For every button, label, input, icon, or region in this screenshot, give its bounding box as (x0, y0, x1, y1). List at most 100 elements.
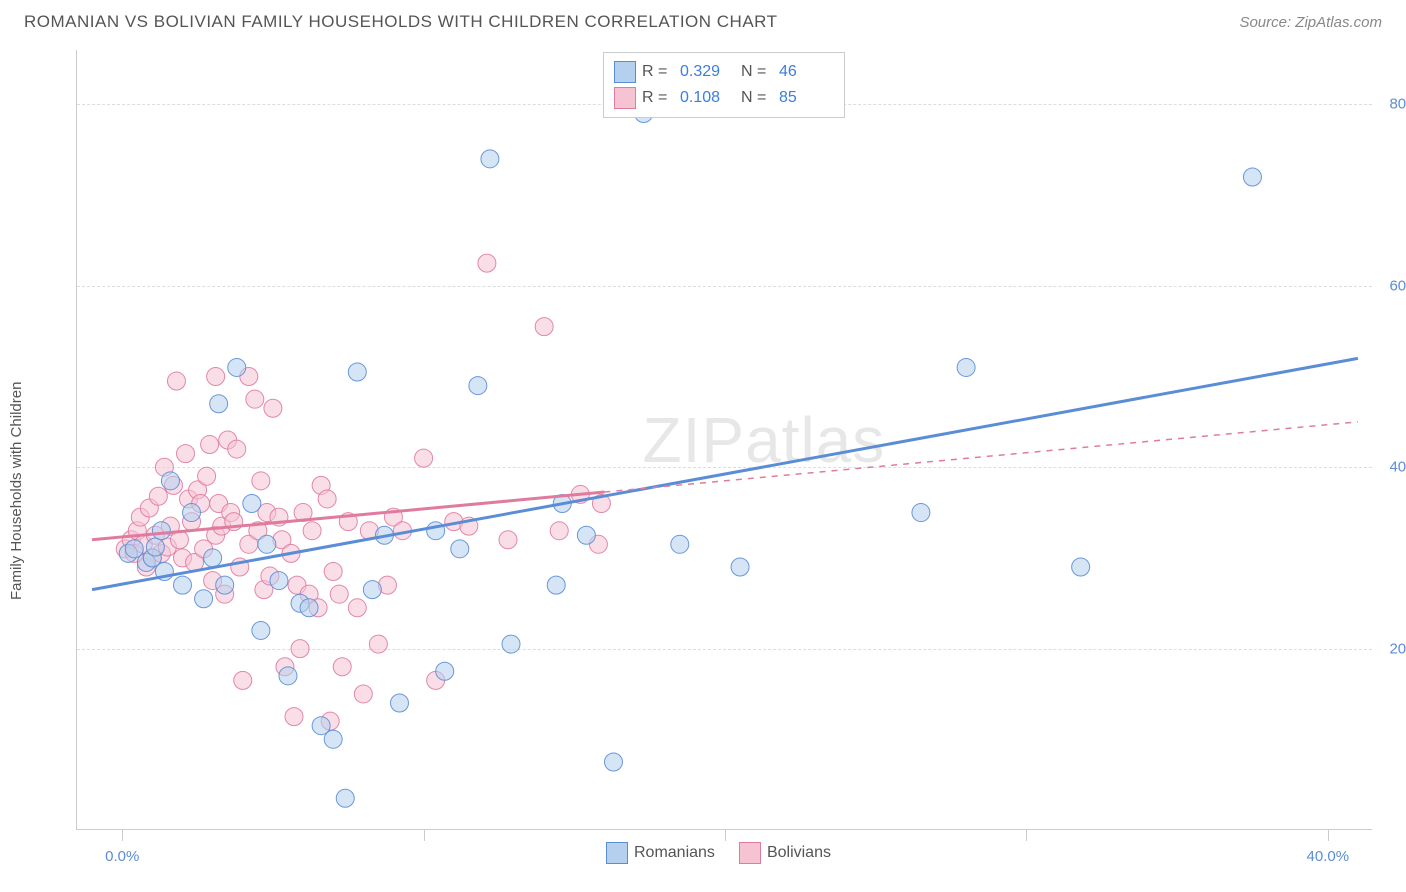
x-tick (424, 829, 425, 841)
data-point (731, 558, 749, 576)
data-point (330, 585, 348, 603)
x-tick-label: 0.0% (105, 848, 139, 865)
chart-header: ROMANIAN VS BOLIVIAN FAMILY HOUSEHOLDS W… (0, 0, 1406, 40)
plot-svg (77, 50, 1373, 830)
data-point (207, 368, 225, 386)
data-point (324, 730, 342, 748)
legend-n-label: N = (741, 89, 773, 107)
x-tick-label: 40.0% (1307, 848, 1350, 865)
data-point (291, 640, 309, 658)
data-point (957, 358, 975, 376)
data-point (390, 694, 408, 712)
legend-correlation-row: R = 0.329 N = 46 (614, 59, 834, 85)
data-point (279, 667, 297, 685)
data-point (336, 789, 354, 807)
chart-container: Family Households with Children ZIPatlas… (24, 40, 1382, 880)
data-point (354, 685, 372, 703)
x-tick (1328, 829, 1329, 841)
data-point (481, 150, 499, 168)
data-point (201, 436, 219, 454)
data-point (183, 504, 201, 522)
legend-n-value: 85 (779, 89, 834, 107)
data-point (149, 487, 167, 505)
data-point (577, 526, 595, 544)
legend-n-value: 46 (779, 63, 834, 81)
data-point (216, 576, 234, 594)
data-point (303, 522, 321, 540)
data-point (177, 445, 195, 463)
legend-series-label: Romanians (634, 844, 715, 861)
data-point (912, 504, 930, 522)
data-point (478, 254, 496, 272)
data-point (363, 581, 381, 599)
trend-line (92, 358, 1358, 589)
x-tick (1026, 829, 1027, 841)
y-tick-label: 20.0% (1377, 640, 1406, 657)
legend-swatch (614, 87, 636, 109)
data-point (270, 572, 288, 590)
source-attribution: Source: ZipAtlas.com (1239, 14, 1382, 31)
data-point (173, 576, 191, 594)
legend-r-label: R = (642, 63, 674, 81)
legend-correlation: R = 0.329 N = 46 R = 0.108 N = 85 (603, 52, 845, 118)
plot-area: ZIPatlas R =0.329N =46R =0.108N =85 20.0… (76, 50, 1372, 830)
data-point (246, 390, 264, 408)
y-axis-label: Family Households with Children (8, 382, 25, 600)
legend-r-value: 0.108 (680, 89, 735, 107)
data-point (550, 522, 568, 540)
legend-swatch (614, 61, 636, 83)
data-point (167, 372, 185, 390)
data-point (1243, 168, 1261, 186)
data-point (1072, 558, 1090, 576)
data-point (146, 538, 164, 556)
data-point (604, 753, 622, 771)
data-point (502, 635, 520, 653)
x-tick (122, 829, 123, 841)
data-point (324, 563, 342, 581)
trend-line (92, 492, 604, 540)
data-point (300, 599, 318, 617)
data-point (195, 590, 213, 608)
data-point (671, 535, 689, 553)
data-point (469, 377, 487, 395)
data-point (210, 395, 228, 413)
data-point (415, 449, 433, 467)
data-point (258, 535, 276, 553)
x-tick (725, 829, 726, 841)
data-point (285, 708, 303, 726)
data-point (234, 671, 252, 689)
y-tick-label: 40.0% (1377, 459, 1406, 476)
legend-correlation-row: R = 0.108 N = 85 (614, 85, 834, 111)
legend-swatch (739, 842, 761, 864)
legend-series-label: Bolivians (767, 844, 831, 861)
data-point (535, 318, 553, 336)
data-point (152, 522, 170, 540)
data-point (228, 358, 246, 376)
legend-swatch (606, 842, 628, 864)
data-point (547, 576, 565, 594)
legend-r-label: R = (642, 89, 674, 107)
data-point (318, 490, 336, 508)
data-point (161, 472, 179, 490)
data-point (451, 540, 469, 558)
data-point (499, 531, 517, 549)
legend-n-label: N = (741, 63, 773, 81)
legend-series-item: Bolivians (739, 842, 831, 864)
data-point (252, 621, 270, 639)
trend-line-dashed (604, 422, 1357, 492)
data-point (333, 658, 351, 676)
data-point (252, 472, 270, 490)
data-point (228, 440, 246, 458)
data-point (198, 467, 216, 485)
data-point (436, 662, 454, 680)
data-point (204, 549, 222, 567)
chart-title: ROMANIAN VS BOLIVIAN FAMILY HOUSEHOLDS W… (24, 12, 778, 32)
data-point (243, 494, 261, 512)
data-point (264, 399, 282, 417)
data-point (369, 635, 387, 653)
y-tick-label: 60.0% (1377, 277, 1406, 294)
data-point (348, 599, 366, 617)
legend-series-item: Romanians (606, 842, 715, 864)
legend-series: Romanians Bolivians (606, 842, 831, 864)
legend-r-value: 0.329 (680, 63, 735, 81)
